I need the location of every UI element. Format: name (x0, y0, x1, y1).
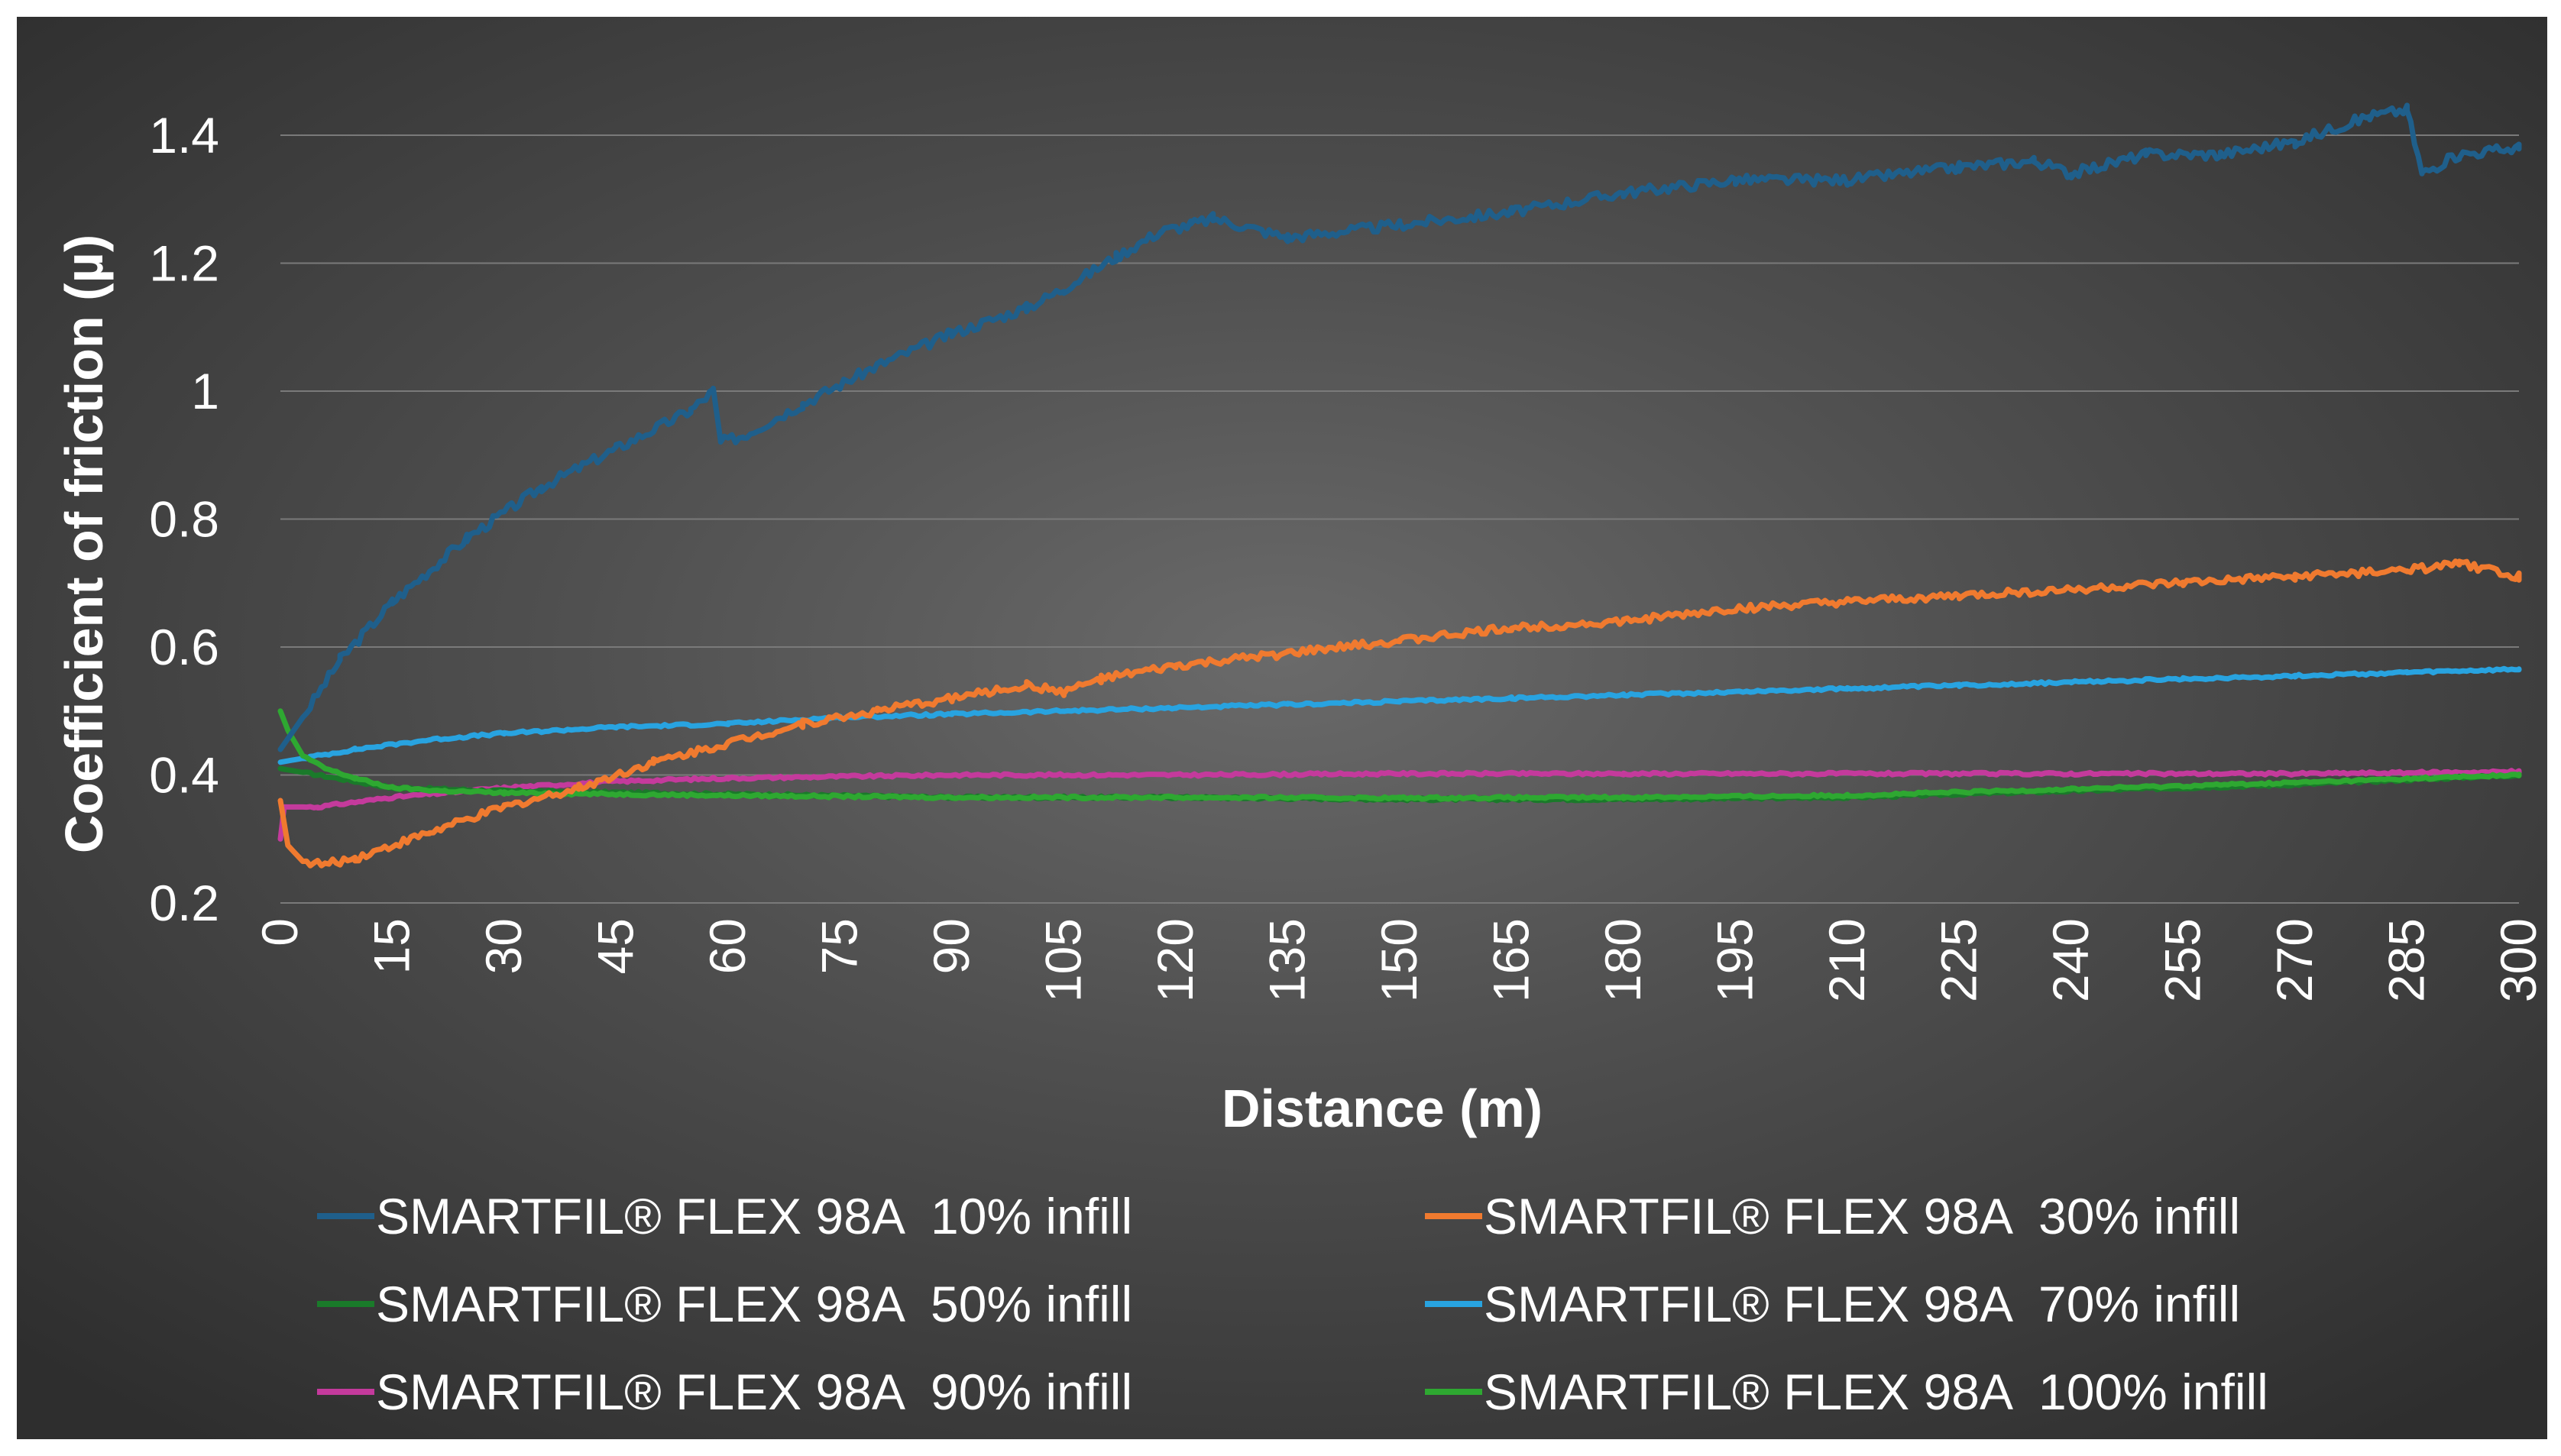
legend-item: SMARTFIL® FLEX 98A 10% infill (317, 1188, 1132, 1244)
x-tick-label: 300 (2490, 918, 2546, 1002)
y-axis-ticks: 0.2 0.4 0.6 0.8 1 1.2 1.4 (149, 107, 219, 931)
x-tick-label: 255 (2155, 918, 2211, 1002)
x-tick-label: 30 (475, 918, 532, 974)
legend-item: SMARTFIL® FLEX 98A 70% infill (1425, 1276, 2240, 1332)
legend-label: SMARTFIL® FLEX 98A 30% infill (1484, 1188, 2240, 1244)
series-lines (277, 102, 2522, 869)
x-tick-label: 240 (2042, 918, 2099, 1002)
x-tick-label: 120 (1147, 918, 1203, 1002)
x-axis-ticks: 0 15 30 45 60 75 90 105 120 135 150 165 180 195 210 225… (251, 918, 2546, 1002)
legend: SMARTFIL® FLEX 98A 10% infill SMARTFIL® F… (317, 1188, 2268, 1420)
line-chart: 0.2 0.4 0.6 0.8 1 1.2 1.4 0 15 30 45 60 75 90 105 120 1… (54, 102, 2546, 1420)
x-tick-label: 60 (699, 918, 756, 974)
x-tick-label: 210 (1818, 918, 1875, 1002)
x-tick-label: 180 (1595, 918, 1651, 1002)
gridlines (280, 134, 2519, 904)
y-tick-label: 0.2 (149, 875, 219, 931)
x-tick-label: 45 (588, 918, 644, 974)
x-tick-label: 135 (1259, 918, 1316, 1002)
y-tick-label: 1.4 (149, 107, 219, 163)
x-tick-label: 75 (811, 918, 868, 974)
legend-label: SMARTFIL® FLEX 98A 90% infill (376, 1364, 1132, 1420)
legend-item: SMARTFIL® FLEX 98A 50% infill (317, 1276, 1132, 1332)
y-tick-label: 1 (191, 363, 219, 419)
x-tick-label: 285 (2378, 918, 2435, 1002)
x-tick-label: 150 (1371, 918, 1427, 1002)
chart-panel: 0.2 0.4 0.6 0.8 1 1.2 1.4 0 15 30 45 60 75 90 105 120 1… (17, 17, 2547, 1439)
x-tick-label: 225 (1931, 918, 1987, 1002)
x-tick-label: 90 (923, 918, 979, 974)
y-axis-title: Coefficient of friction (µ) (54, 235, 114, 853)
series-line (277, 558, 2522, 869)
x-tick-label: 195 (1707, 918, 1763, 1002)
legend-label: SMARTFIL® FLEX 98A 70% infill (1484, 1276, 2240, 1332)
legend-item: SMARTFIL® FLEX 98A 90% infill (317, 1364, 1132, 1420)
y-tick-label: 0.4 (149, 747, 219, 804)
legend-label: SMARTFIL® FLEX 98A 50% infill (376, 1276, 1132, 1332)
x-tick-label: 15 (364, 918, 420, 974)
legend-label: SMARTFIL® FLEX 98A 10% infill (376, 1188, 1132, 1244)
x-axis-title: Distance (m) (1222, 1079, 1543, 1138)
legend-item: SMARTFIL® FLEX 98A 100% infill (1425, 1364, 2268, 1420)
legend-item: SMARTFIL® FLEX 98A 30% infill (1425, 1188, 2240, 1244)
series-line (277, 708, 2522, 802)
x-tick-label: 0 (251, 918, 308, 946)
x-tick-label: 105 (1035, 918, 1092, 1002)
x-tick-label: 165 (1483, 918, 1540, 1002)
y-tick-label: 0.8 (149, 491, 219, 548)
legend-label: SMARTFIL® FLEX 98A 100% infill (1484, 1364, 2268, 1420)
y-tick-label: 0.6 (149, 619, 219, 675)
series-line (277, 102, 2522, 752)
y-tick-label: 1.2 (149, 235, 219, 292)
series-line (277, 768, 2522, 842)
series-line (277, 665, 2522, 765)
x-tick-label: 270 (2266, 918, 2323, 1002)
